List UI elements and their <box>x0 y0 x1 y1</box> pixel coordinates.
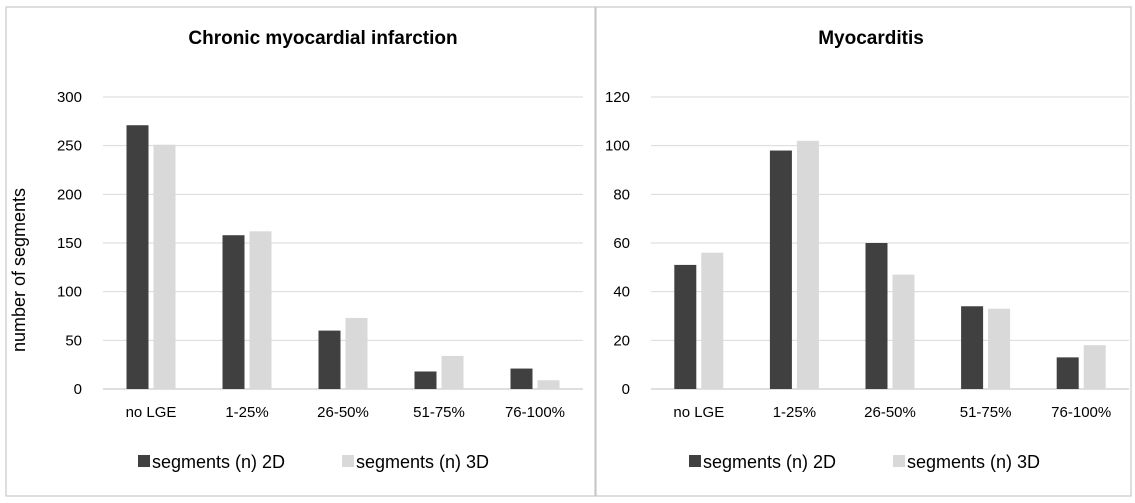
y-tick-label: 0 <box>622 381 630 398</box>
y-tick-label: 80 <box>613 186 630 203</box>
y-tick-label: 0 <box>74 381 82 398</box>
bar-2d <box>318 330 341 389</box>
bar-3d <box>153 144 176 389</box>
panel-frame <box>5 6 596 497</box>
chart-panel-2: Myocarditis 0 20 40 60 80 100 120 no LGE 1-25% 26-… <box>595 6 1132 497</box>
bar-3d <box>537 380 560 389</box>
bar-2d <box>222 235 245 389</box>
legend-swatch-2d <box>138 455 150 467</box>
legend-label: segments (n) 3D <box>356 452 489 472</box>
x-tick-label: 76-100% <box>1051 404 1111 421</box>
bar-2d <box>865 243 888 389</box>
y-tick-label: 40 <box>613 284 630 301</box>
panel-frame <box>595 6 1132 497</box>
y-tick-label: 250 <box>57 138 82 155</box>
y-tick-label: 20 <box>613 332 630 349</box>
bar-2d <box>414 371 437 389</box>
bar-2d <box>1056 357 1079 389</box>
y-axis-label: number of segments <box>9 188 29 352</box>
bar-2d <box>126 125 149 389</box>
x-tick-label: no LGE <box>126 404 177 421</box>
bar-3d <box>701 252 724 389</box>
x-tick-label: 51-75% <box>413 404 465 421</box>
bar-3d <box>1083 345 1106 389</box>
legend-label: segments (n) 2D <box>152 452 285 472</box>
y-tick-label: 150 <box>57 235 82 252</box>
legend-label: segments (n) 3D <box>907 452 1040 472</box>
bar-2d <box>769 150 792 389</box>
y-tick-label: 120 <box>605 89 630 106</box>
bar-3d <box>988 308 1011 389</box>
legend-swatch-3d <box>342 455 354 467</box>
bar-2d <box>961 306 984 389</box>
x-tick-label: 76-100% <box>505 404 565 421</box>
x-tick-label: 26-50% <box>317 404 369 421</box>
y-tick-label: 200 <box>57 186 82 203</box>
x-tick-label: 1-25% <box>225 404 268 421</box>
bar-3d <box>796 140 819 389</box>
bar-3d <box>249 231 272 389</box>
x-tick-label: 1-25% <box>773 404 816 421</box>
x-tick-label: 51-75% <box>960 404 1012 421</box>
y-tick-label: 50 <box>65 332 82 349</box>
y-tick-label: 300 <box>57 89 82 106</box>
legend-label: segments (n) 2D <box>703 452 836 472</box>
bar-3d <box>892 274 915 389</box>
bar-3d <box>345 317 368 389</box>
bar-2d <box>674 264 697 389</box>
bar-3d <box>441 355 464 389</box>
legend-swatch-2d <box>689 455 701 467</box>
chart-panel-1: Chronic myocardial infarction 0 50 100 150 20… <box>5 6 596 497</box>
y-tick-label: 100 <box>605 138 630 155</box>
bar-2d <box>510 368 533 389</box>
y-tick-label: 100 <box>57 284 82 301</box>
x-tick-label: no LGE <box>673 404 724 421</box>
chart-title: Chronic myocardial infarction <box>188 28 457 49</box>
legend-swatch-3d <box>893 455 905 467</box>
chart-title: Myocarditis <box>818 28 924 49</box>
y-tick-label: 60 <box>613 235 630 252</box>
x-tick-label: 26-50% <box>864 404 916 421</box>
